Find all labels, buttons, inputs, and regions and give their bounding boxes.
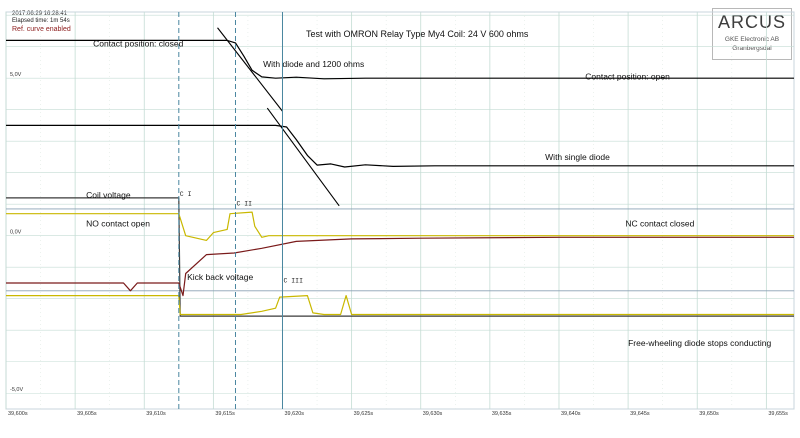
meta-date: 2017.06.29 16:28:41 <box>12 11 68 17</box>
cursor-label: C III <box>283 278 303 285</box>
tick-labels: 39,600s 39,605s 39,610s 39,615s 39,620s 39,62… <box>8 72 788 417</box>
x-tick-label: 39,615s <box>215 411 235 417</box>
fit-line <box>266 107 340 207</box>
x-tick-label: 39,620s <box>284 411 304 417</box>
x-tick-label: 39,640s <box>561 411 581 417</box>
logo-company: GKE Electronic AB <box>724 36 780 43</box>
annotation-label: NO contact open <box>86 218 150 228</box>
annotation-label: Contact position: closed <box>93 39 184 49</box>
fit-lines <box>217 27 340 207</box>
annotation-label: With diode and 1200 ohms <box>263 59 364 69</box>
x-tick-label: 39,630s <box>423 411 443 417</box>
y-tick-label: 5,0V <box>10 72 22 78</box>
y-tick-label: 0,0V <box>10 230 22 236</box>
traces <box>6 39 794 317</box>
cursor-label: C II <box>236 200 252 207</box>
logo-city: Granbergsdal <box>732 45 772 52</box>
fit-line <box>217 27 283 112</box>
ref-curve-label: Ref. curve enabled <box>12 26 71 33</box>
series-line <box>6 211 794 241</box>
series-line <box>6 295 794 316</box>
annotation-label: With single diode <box>545 152 610 162</box>
series-line <box>6 124 794 168</box>
cursors: C I C II C III <box>178 12 303 409</box>
series-line <box>6 39 794 80</box>
reference-lines <box>6 208 794 292</box>
x-tick-label: 39,650s <box>699 411 719 417</box>
annotation-label: NC contact closed <box>625 218 694 228</box>
x-tick-label: 39,600s <box>8 411 28 417</box>
annotation-label: Coil voltage <box>86 190 131 200</box>
annotations: Contact position: closed With diode and 1… <box>86 39 771 348</box>
grid <box>5 11 795 410</box>
x-tick-label: 39,625s <box>354 411 374 417</box>
annotation-label: Contact position: open <box>585 72 670 82</box>
annotation-label: Kick back voltage <box>187 272 253 282</box>
x-tick-label: 39,645s <box>630 411 650 417</box>
series-line <box>6 197 794 317</box>
x-tick-label: 39,610s <box>146 411 166 417</box>
chart-title: Test with OMRON Relay Type My4 Coil: 24 … <box>306 29 529 39</box>
company-logo: ARCUS GKE Electronic AB Granbergsdal <box>712 8 792 60</box>
cursor-label: C I <box>180 191 192 198</box>
x-tick-label: 39,655s <box>768 411 788 417</box>
y-tick-label: -5,0V <box>10 387 23 393</box>
x-tick-label: 39,605s <box>77 411 97 417</box>
plot-border <box>5 11 795 410</box>
logo-name: ARCUS <box>717 12 786 32</box>
annotation-label: Free-wheeling diode stops conducting <box>628 338 771 348</box>
series-line <box>6 236 794 297</box>
x-tick-label: 39,635s <box>492 411 512 417</box>
